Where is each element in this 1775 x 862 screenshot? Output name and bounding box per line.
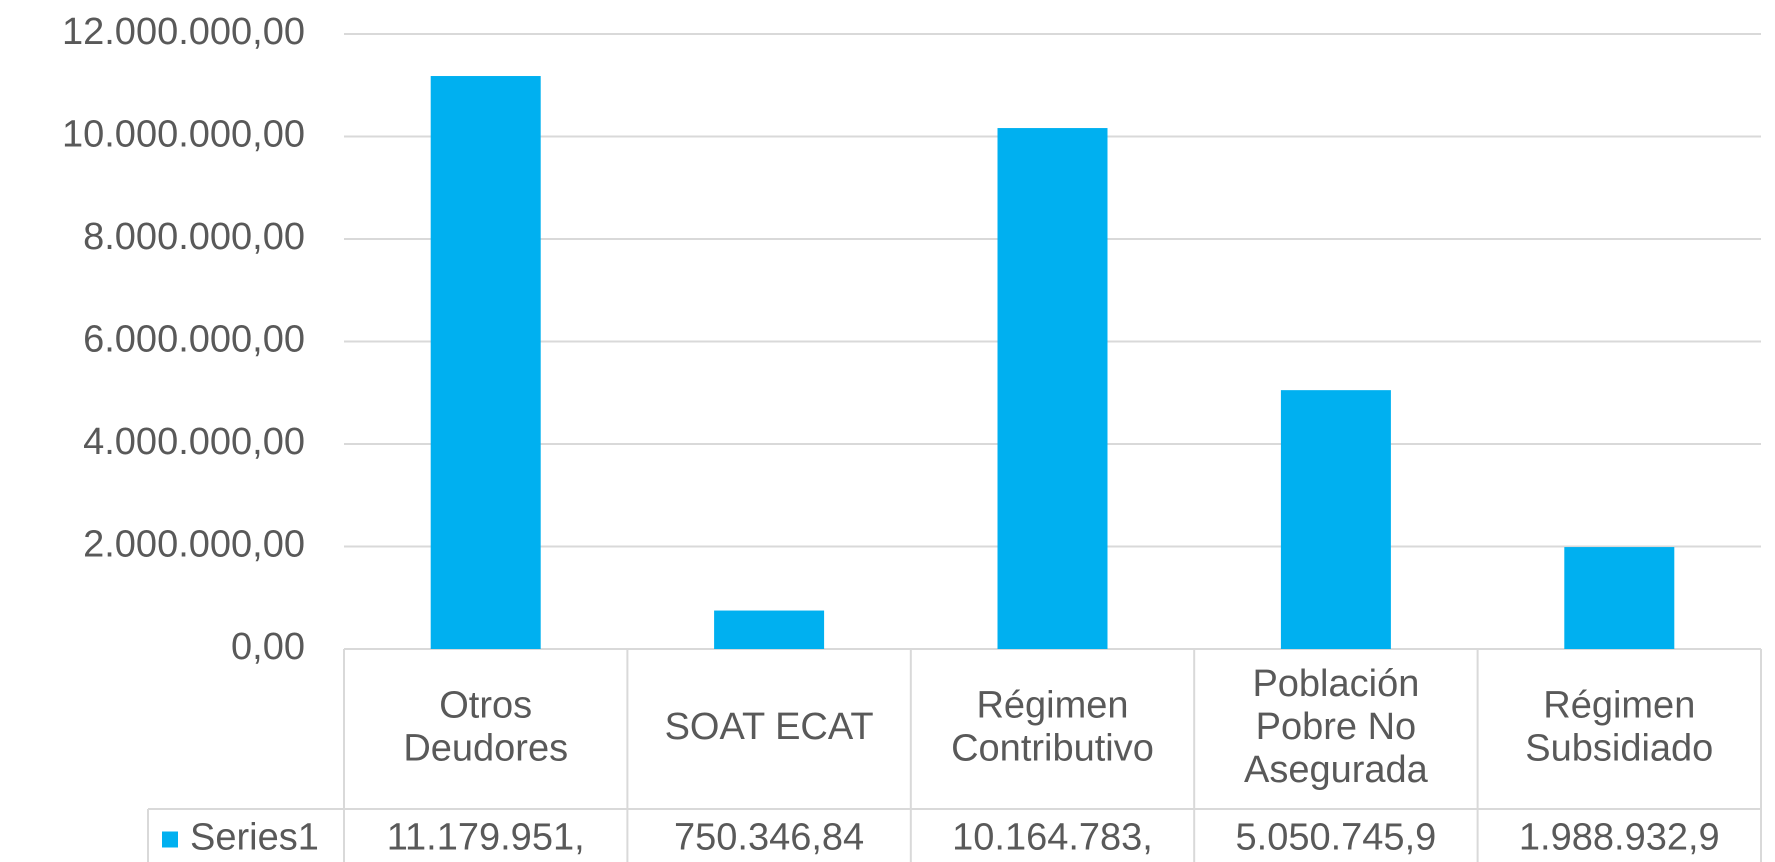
- y-tick-label: 6.000.000,00: [83, 319, 305, 361]
- data-table-value: 10.164.783,: [952, 817, 1153, 859]
- y-tick-label: 2.000.000,00: [83, 524, 305, 566]
- bar: [1280, 390, 1391, 649]
- bar: [430, 76, 541, 649]
- y-tick-label: 10.000.000,00: [62, 114, 305, 156]
- bar: [997, 128, 1108, 649]
- data-table-value: 5.050.745,9: [1236, 817, 1437, 859]
- legend-key: [162, 831, 178, 848]
- x-tick-label: SOAT ECAT: [665, 706, 874, 748]
- y-tick-label: 4.000.000,00: [83, 421, 305, 463]
- y-tick-label: 12.000.000,00: [62, 11, 305, 53]
- bar: [1564, 547, 1675, 649]
- y-tick-label: 0,00: [231, 626, 305, 668]
- legend-label: Series1: [190, 817, 319, 859]
- data-table-value: 1.988.932,9: [1519, 817, 1720, 859]
- bar: [714, 610, 825, 649]
- x-tick-label: Régimen Subsidiado: [1525, 685, 1713, 770]
- x-tick-label: Régimen Contributivo: [951, 685, 1154, 770]
- x-tick-label: Población Pobre No Asegurada: [1244, 663, 1429, 791]
- data-table-value: 750.346,84: [674, 817, 864, 859]
- data-table-value: 11.179.951,: [387, 817, 585, 859]
- y-tick-label: 8.000.000,00: [83, 216, 305, 258]
- x-tick-label: Otros Deudores: [403, 685, 568, 770]
